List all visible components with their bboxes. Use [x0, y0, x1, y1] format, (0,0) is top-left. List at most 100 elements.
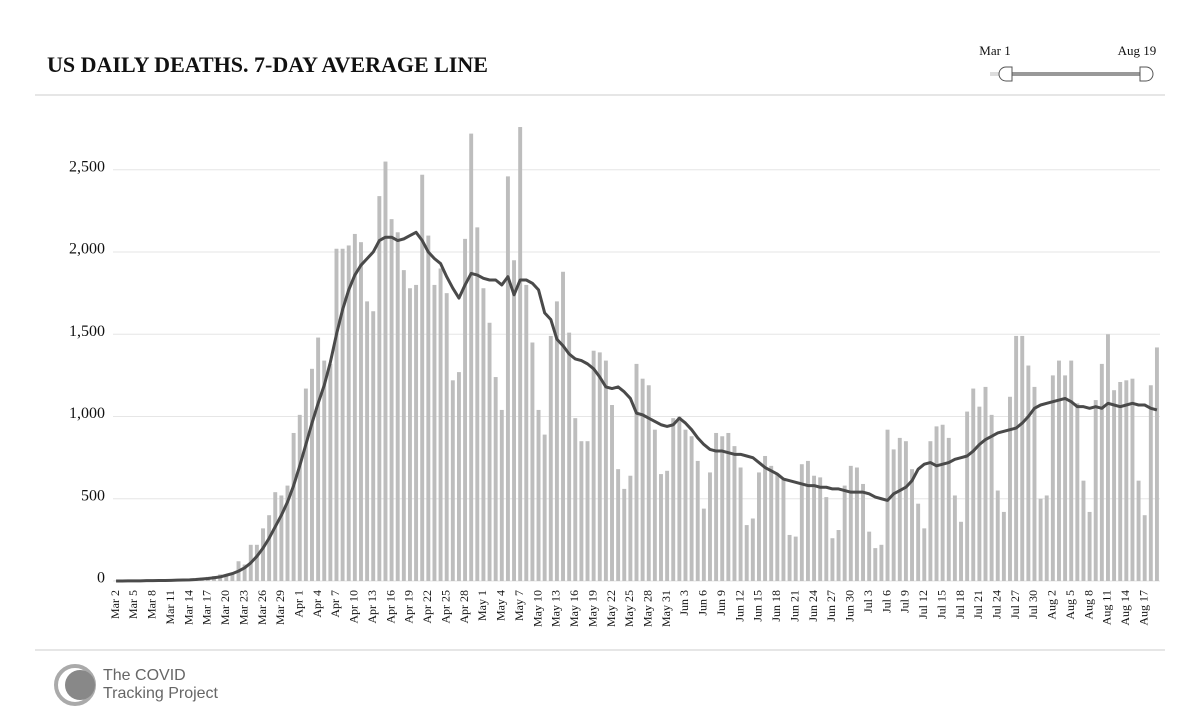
bar: [401, 270, 406, 581]
bar: [787, 534, 792, 581]
bar: [365, 301, 370, 581]
bar: [414, 284, 419, 581]
bar: [475, 227, 480, 582]
x-tick-label: Aug 17: [1136, 590, 1150, 626]
bar: [812, 475, 817, 581]
bar: [701, 508, 706, 581]
bar: [352, 233, 357, 581]
bar: [585, 441, 590, 581]
x-tick-label: May 22: [604, 590, 618, 627]
bar: [805, 460, 810, 581]
bar: [763, 455, 768, 581]
x-tick-label: Mar 5: [126, 590, 140, 619]
bar: [714, 432, 719, 581]
bar: [671, 418, 676, 581]
bar: [818, 477, 823, 581]
bar: [879, 544, 884, 581]
bar: [756, 472, 761, 581]
bar: [1136, 480, 1141, 581]
bar: [310, 368, 314, 581]
bar: [836, 530, 841, 581]
bar: [934, 426, 939, 581]
bar: [224, 574, 229, 581]
y-tick-label: 2,000: [69, 241, 105, 258]
x-tick-label: Mar 23: [236, 590, 250, 625]
bar: [1050, 375, 1055, 581]
bar: [407, 288, 412, 581]
bar: [628, 475, 633, 581]
bar: [916, 503, 921, 581]
x-tick-label: Jul 18: [953, 590, 967, 619]
bar: [554, 301, 559, 581]
x-tick-label: Apr 25: [438, 590, 452, 624]
bar: [1142, 515, 1147, 581]
bar: [1044, 495, 1049, 581]
y-tick-label: 1,000: [69, 405, 105, 422]
x-tick-label: Jun 24: [806, 590, 820, 622]
x-tick-label: Jun 15: [751, 590, 765, 622]
bar: [928, 441, 933, 581]
bar: [971, 388, 976, 581]
bar: [683, 429, 688, 581]
average-line: [116, 230, 1158, 583]
bar: [267, 515, 272, 581]
x-tick-label: Mar 14: [181, 590, 195, 625]
slider-handle[interactable]: [1139, 66, 1154, 82]
x-tick-label: Apr 16: [383, 590, 397, 624]
bar: [463, 238, 468, 581]
bar: [1099, 363, 1104, 581]
bar: [861, 483, 866, 581]
bar: [652, 429, 657, 581]
bar: [1069, 360, 1074, 581]
bar: [1081, 480, 1086, 581]
bar: [432, 284, 437, 581]
bar: [873, 548, 878, 581]
bar: [1148, 385, 1153, 581]
bar: [1038, 498, 1043, 581]
x-tick-label: Aug 5: [1063, 590, 1077, 620]
x-tick-label: Aug 11: [1100, 590, 1114, 625]
bar: [469, 133, 474, 581]
bar: [634, 363, 639, 581]
bar: [689, 436, 694, 581]
bar: [940, 424, 945, 581]
slider-handle[interactable]: [998, 66, 1013, 82]
x-tick-label: Mar 20: [218, 590, 232, 625]
bar: [622, 488, 627, 581]
bar: [903, 441, 908, 581]
bar: [395, 232, 400, 581]
x-tick-label: Jul 21: [971, 590, 985, 619]
bar: [659, 474, 663, 581]
bar: [377, 196, 382, 581]
bar: [885, 429, 890, 581]
bar: [1008, 396, 1012, 581]
bar: [567, 332, 572, 581]
bar: [1001, 511, 1006, 581]
x-tick-label: Aug 14: [1118, 590, 1132, 626]
x-tick-label: May 16: [567, 590, 581, 627]
bar: [665, 470, 670, 581]
x-tick-label: May 25: [622, 590, 636, 627]
bar: [591, 350, 596, 581]
x-tick-label: Jun 6: [696, 590, 710, 616]
x-tick-label: Jun 3: [677, 590, 691, 616]
bar: [328, 363, 333, 581]
bar: [420, 174, 425, 581]
bar: [720, 436, 725, 581]
bar: [561, 271, 565, 581]
x-tick-label: Jun 30: [843, 590, 857, 622]
bar: [389, 219, 394, 581]
bar: [769, 465, 774, 581]
x-tick-label: Aug 8: [1081, 590, 1095, 620]
bar: [438, 268, 443, 581]
bar: [677, 416, 682, 581]
bar: [573, 418, 578, 581]
bar: [499, 409, 504, 581]
bar: [891, 449, 896, 581]
bar: [518, 127, 523, 581]
bar: [738, 467, 743, 581]
logo-text: The COVID: [103, 667, 186, 684]
bar: [989, 414, 994, 581]
x-tick-label: May 13: [549, 590, 563, 627]
